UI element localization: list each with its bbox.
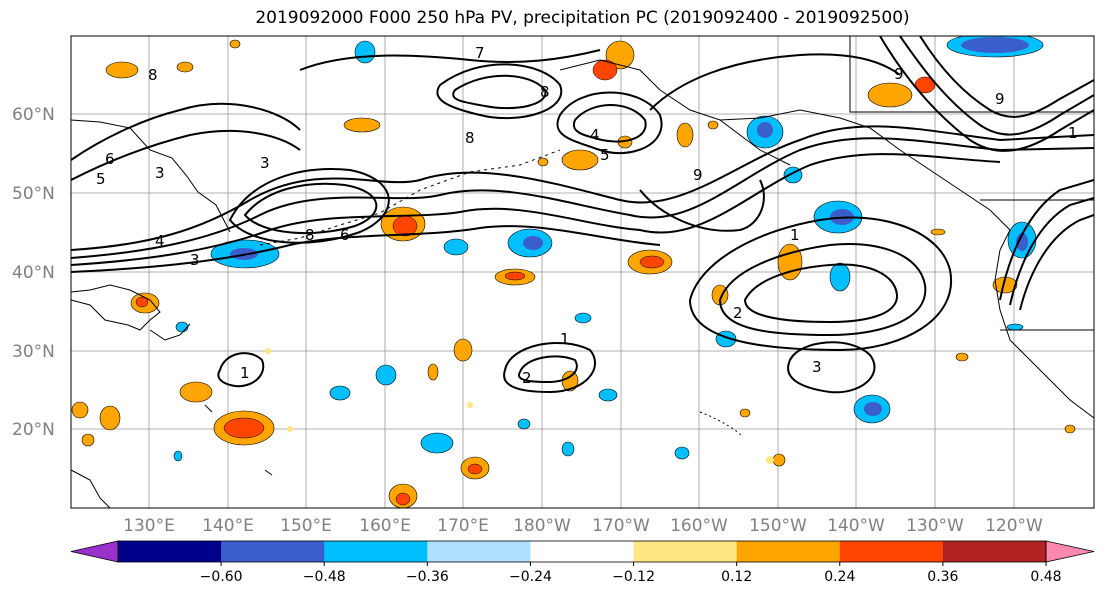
map-frame <box>70 35 1095 509</box>
contour-label: 8 <box>540 83 550 101</box>
contour-label: 9 <box>693 166 703 184</box>
colorbar-tick-label: 0.24 <box>824 569 855 585</box>
colorbar-segment <box>530 541 635 562</box>
contour-labels: 8 7 9 8 8 4 5 6 3 5 3 8 6 4 3 1 2 1 2 1 … <box>96 44 1078 387</box>
contour-label: 4 <box>590 126 600 144</box>
contour-label: 8 <box>305 226 315 244</box>
colorbar-tick-label: 0.12 <box>721 569 752 585</box>
contour-label: 3 <box>260 154 270 172</box>
contour-label: 8 <box>148 66 158 84</box>
lon-label-180w: 180°W <box>513 516 571 536</box>
lat-label-30n: 30°N <box>12 342 55 362</box>
lon-label-130w: 130°W <box>906 516 964 536</box>
lon-label-150e: 150°E <box>280 516 332 536</box>
colorbar-segment <box>736 541 841 562</box>
colorbar-outline <box>117 540 1047 563</box>
contour-label: 6 <box>340 226 350 244</box>
longitude-labels: 130°E 140°E 150°E 160°E 170°E 180°W 170°… <box>123 516 1043 536</box>
coastlines <box>71 36 1094 508</box>
colorbar-extend-low <box>70 540 119 563</box>
contour-label: 1 <box>560 330 570 348</box>
lat-label-50n: 50°N <box>12 184 55 204</box>
contour-label: 1 <box>1068 124 1078 142</box>
lon-label-150w: 150°W <box>749 516 807 536</box>
contour-label: 3 <box>155 164 165 182</box>
pv-contours <box>71 36 1094 394</box>
colorbar-tick-label: 0.48 <box>1030 569 1061 585</box>
contour-label: 2 <box>522 369 532 387</box>
contour-label: 6 <box>105 150 115 168</box>
colorbar-segment <box>427 541 531 562</box>
contour-label: 2 <box>733 304 743 322</box>
contour-label: 9 <box>995 90 1005 108</box>
contour-label: 1 <box>790 226 800 244</box>
lon-label-120w: 120°W <box>985 516 1043 536</box>
lat-label-40n: 40°N <box>12 263 55 283</box>
lon-label-160e: 160°E <box>359 516 411 536</box>
lon-label-170w: 170°W <box>592 516 650 536</box>
colorbar-tick-label: −0.36 <box>406 569 449 585</box>
latitude-labels: 60°N 50°N 40°N 30°N 20°N <box>12 105 55 440</box>
colorbar-segment <box>839 541 944 562</box>
lat-label-20n: 20°N <box>12 420 55 440</box>
lat-label-60n: 60°N <box>12 105 55 125</box>
colorbar-segment <box>221 541 325 562</box>
colorbar-segment <box>118 541 222 562</box>
colorbar-segment <box>942 541 1047 562</box>
contour-label: 9 <box>894 65 904 83</box>
map-title: 2019092000 F000 250 hPa PV, precipitatio… <box>255 8 910 28</box>
lon-label-140w: 140°W <box>827 516 885 536</box>
contour-label: 4 <box>155 232 165 250</box>
colorbar: −0.60 −0.48 −0.36 −0.24 −0.12 0.12 0.24 0.36 0.4… <box>70 540 1095 585</box>
colorbar-segment <box>633 541 738 562</box>
colorbar-tick-label: −0.48 <box>303 569 346 585</box>
contour-label: 5 <box>600 146 610 164</box>
contour-label: 5 <box>96 170 106 188</box>
contour-label: 3 <box>812 358 822 376</box>
lon-label-140e: 140°E <box>202 516 254 536</box>
lon-label-160w: 160°W <box>670 516 728 536</box>
colorbar-segment <box>324 541 428 562</box>
lon-label-130e: 130°E <box>123 516 175 536</box>
colorbar-tick-label: −0.12 <box>612 569 655 585</box>
colorbar-tick-label: 0.36 <box>927 569 958 585</box>
contour-label: 1 <box>240 364 250 382</box>
lon-label-170e: 170°E <box>437 516 489 536</box>
colorbar-tick-label: −0.24 <box>509 569 552 585</box>
contour-label: 7 <box>475 44 485 62</box>
contour-label: 3 <box>190 251 200 269</box>
colorbar-extend-high <box>1045 540 1095 563</box>
contour-label: 8 <box>465 129 475 147</box>
colorbar-tick-label: −0.60 <box>200 569 243 585</box>
